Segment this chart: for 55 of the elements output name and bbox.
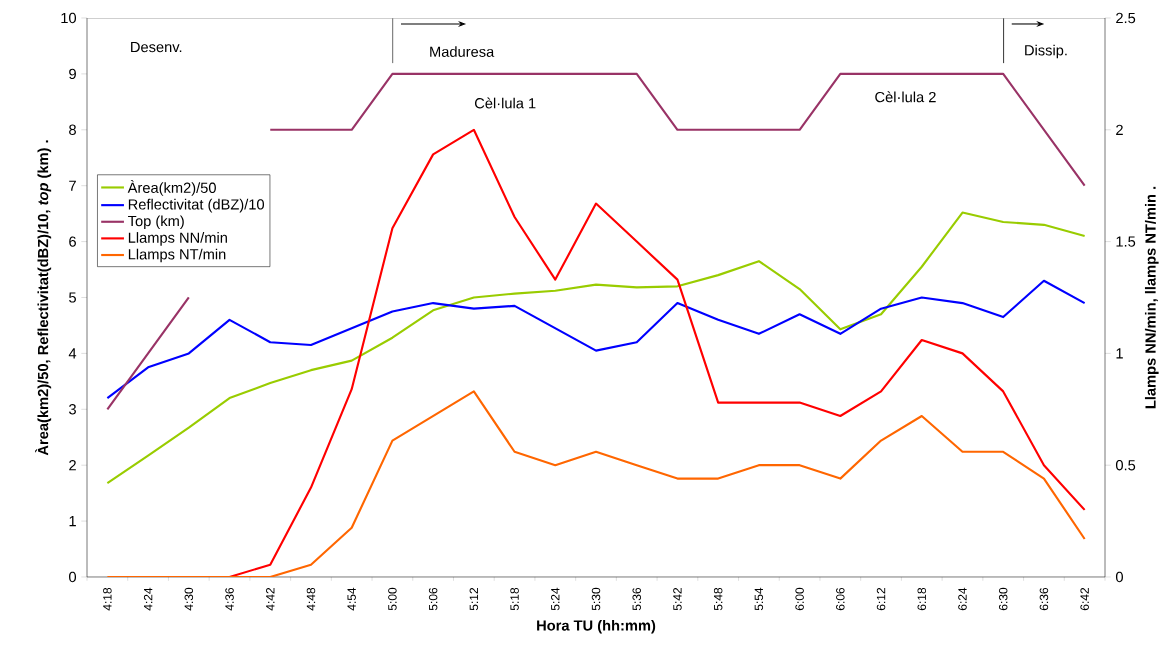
y-tick-label: 0 bbox=[69, 571, 77, 583]
y-tick-label: 1 bbox=[69, 516, 76, 527]
x-tick-label: 5:12 bbox=[469, 588, 479, 611]
y-tick-label: 10 bbox=[61, 12, 77, 24]
x-tick-label: 6:00 bbox=[795, 587, 804, 611]
y-tick-label: 5 bbox=[69, 292, 76, 303]
annotation: Cèl·lula 1 bbox=[474, 97, 536, 109]
x-tick-label: 4:18 bbox=[103, 587, 112, 611]
legend-label: Àrea(km2)/50 bbox=[127, 180, 216, 196]
x-tick-label: 6:06 bbox=[836, 587, 845, 611]
x-tick-label: 5:30 bbox=[591, 587, 601, 611]
y-tick-label: 3 bbox=[69, 404, 76, 415]
x-tick-label: 6:12 bbox=[876, 588, 886, 611]
y2-axis-title: Llamps NN/min, llamps NT/min . bbox=[1144, 186, 1159, 409]
y-tick-label: 7 bbox=[69, 180, 76, 191]
legend-label: Reflectivitat (dBZ)/10 bbox=[128, 198, 265, 213]
x-tick-label: 5:18 bbox=[510, 587, 519, 611]
x-tick-label: 4:30 bbox=[184, 587, 194, 611]
x-tick-label: 5:06 bbox=[428, 587, 438, 611]
y-tick-label: 2 bbox=[69, 460, 76, 471]
x-tick-label: 5:48 bbox=[713, 587, 723, 611]
y2-tick-label: 1.5 bbox=[1116, 236, 1136, 247]
x-tick-label: 6:36 bbox=[1039, 587, 1049, 611]
x-tick-label: 5:24 bbox=[551, 587, 560, 611]
x-tick-label: 4:24 bbox=[143, 587, 153, 611]
legend-label: Llamps NT/min bbox=[128, 248, 226, 263]
annotation: Cèl·lula 2 bbox=[875, 91, 936, 103]
y-axis-title: Àrea(km2)/50, Reflectivitat(dBZ)/10, top (km) . bbox=[35, 140, 52, 456]
x-tick-label: 6:24 bbox=[958, 587, 967, 611]
x-tick-label: 6:30 bbox=[998, 587, 1008, 611]
x-tick-label: 6:18 bbox=[917, 587, 927, 611]
y-tick-label: 4 bbox=[68, 348, 77, 359]
x-tick-label: 5:36 bbox=[632, 587, 641, 611]
x-axis-title: Hora TU (hh:mm) bbox=[537, 619, 656, 634]
legend-label: Top (km) bbox=[128, 215, 184, 230]
y-tick-label: 8 bbox=[69, 124, 76, 135]
legend-label: Llamps NN/min bbox=[128, 232, 227, 246]
x-tick-label: 4:36 bbox=[225, 587, 234, 611]
y2-tick-label: 0 bbox=[1115, 571, 1123, 583]
y2-tick-label: 0.5 bbox=[1115, 460, 1136, 471]
x-tick-label: 5:42 bbox=[673, 588, 682, 611]
y-tick-label: 6 bbox=[69, 236, 76, 247]
y2-tick-label: 1 bbox=[1116, 348, 1123, 359]
x-tick-label: 6:42 bbox=[1080, 588, 1089, 611]
x-tick-label: 4:54 bbox=[347, 587, 356, 611]
y2-tick-label: 2.5 bbox=[1116, 12, 1136, 24]
y-tick-label: 9 bbox=[69, 68, 76, 80]
x-tick-label: 5:54 bbox=[754, 587, 764, 611]
annotation: Dissip. bbox=[1025, 44, 1067, 59]
annotation: Desenv. bbox=[131, 41, 182, 53]
x-tick-label: 5:00 bbox=[388, 587, 397, 611]
y2-tick-label: 2 bbox=[1116, 124, 1123, 135]
x-tick-label: 4:42 bbox=[266, 588, 275, 611]
x-tick-label: 4:48 bbox=[306, 587, 316, 611]
annotation: Maduresa bbox=[430, 46, 495, 57]
